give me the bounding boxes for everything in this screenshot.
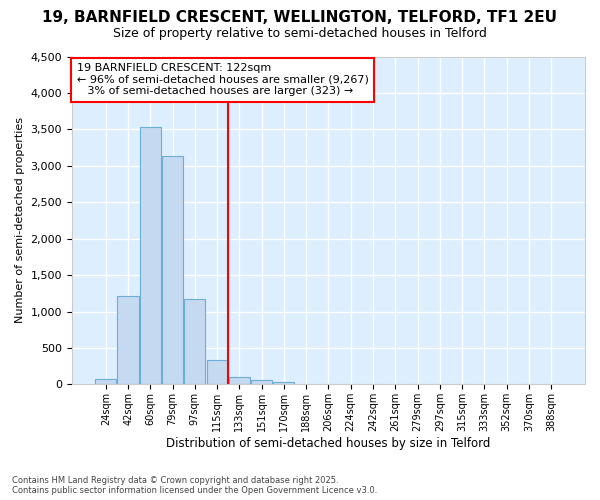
Text: Contains HM Land Registry data © Crown copyright and database right 2025.
Contai: Contains HM Land Registry data © Crown c… [12,476,377,495]
Text: 19 BARNFIELD CRESCENT: 122sqm
← 96% of semi-detached houses are smaller (9,267)
: 19 BARNFIELD CRESCENT: 122sqm ← 96% of s… [77,63,369,96]
Bar [206,360,228,384]
Bar [118,296,139,384]
Bar [95,379,116,384]
Bar [140,127,161,384]
Bar [251,380,272,384]
Bar [274,382,295,384]
Y-axis label: Number of semi-detached properties: Number of semi-detached properties [15,118,25,324]
Text: Size of property relative to semi-detached houses in Telford: Size of property relative to semi-detach… [113,28,487,40]
Bar [184,299,205,384]
Text: 19, BARNFIELD CRESCENT, WELLINGTON, TELFORD, TF1 2EU: 19, BARNFIELD CRESCENT, WELLINGTON, TELF… [43,10,557,25]
Bar [162,156,183,384]
Bar [229,377,250,384]
X-axis label: Distribution of semi-detached houses by size in Telford: Distribution of semi-detached houses by … [166,437,491,450]
